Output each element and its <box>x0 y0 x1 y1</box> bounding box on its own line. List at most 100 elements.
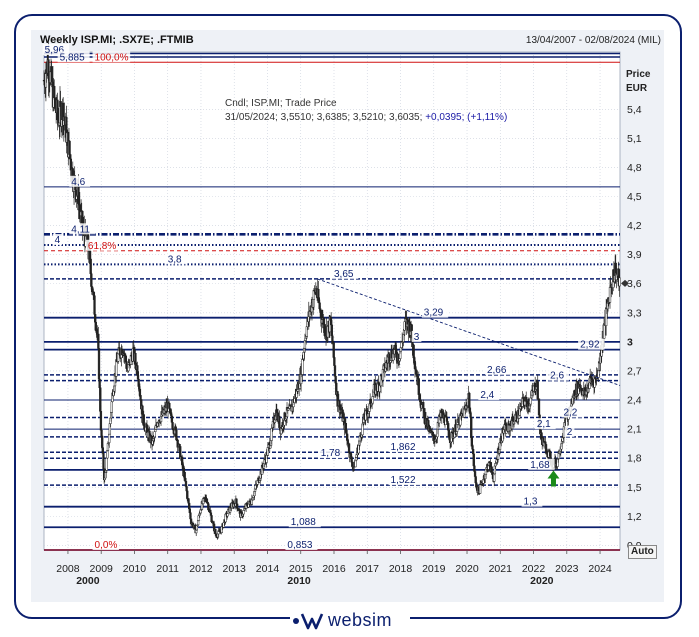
level-label-bg <box>69 223 96 235</box>
level-label-bg <box>165 253 187 265</box>
candle-body <box>89 258 92 274</box>
x-tick-label: 2010 <box>123 563 147 575</box>
y-tick-label: 5,1 <box>627 133 642 145</box>
date-range: 13/04/2007 - 02/08/2024 (MIL) <box>525 35 661 46</box>
y-tick-label: 3,3 <box>627 307 642 319</box>
axes: 0,91,21,51,82,12,42,733,33,63,94,24,54,8… <box>56 104 641 587</box>
websim-logo[interactable]: websim <box>290 609 410 633</box>
candle-body <box>226 513 229 517</box>
candle-body <box>278 415 281 428</box>
y-axis-unit: Price EUR <box>626 68 650 96</box>
level-label: 1,3 <box>524 497 538 508</box>
y-tick-label: 2,7 <box>627 365 642 377</box>
level-label: 2,1 <box>537 419 551 430</box>
level-label-bg <box>288 516 321 528</box>
level-label: 3,65 <box>334 269 354 280</box>
level-label: 1,78 <box>321 448 341 459</box>
level-label: 3,8 <box>168 254 182 265</box>
candle-body <box>97 333 100 349</box>
candle-body <box>183 471 186 479</box>
level-label-bg <box>521 495 543 507</box>
support-resistance-lines <box>44 52 620 551</box>
level-label-bg <box>478 389 500 401</box>
level-label-bg <box>331 267 359 279</box>
level-label-bg <box>578 338 605 350</box>
level-label-bg <box>421 306 449 318</box>
level-label: 2,4 <box>480 390 494 401</box>
level-label-bg <box>548 369 569 381</box>
last-price-marker-icon <box>621 279 629 287</box>
x-tick-label: 2024 <box>588 563 612 575</box>
x-tick-label: 2013 <box>223 563 247 575</box>
x-tick-label: 2012 <box>189 563 213 575</box>
level-label: 2,6 <box>550 371 564 382</box>
candle-body <box>110 401 113 413</box>
level-label-bg <box>484 363 512 375</box>
candle-body <box>168 402 171 409</box>
decade-label: 2000 <box>76 575 100 587</box>
candle-body <box>108 433 111 443</box>
candle-body <box>428 426 431 430</box>
x-tick-label: 2021 <box>489 563 513 575</box>
candle-body <box>529 397 532 405</box>
y-tick-label: 3,9 <box>627 249 642 261</box>
decade-label: 2010 <box>287 575 311 587</box>
level-label: 1,088 <box>291 517 316 528</box>
candle-body <box>323 324 326 336</box>
y-unit-price: Price <box>626 69 651 80</box>
candle-body <box>301 358 304 375</box>
y-tick-label: 1,5 <box>627 482 642 494</box>
level-label-bg <box>534 418 556 430</box>
chart-grid <box>43 51 621 551</box>
websim-logo-icon <box>293 613 324 630</box>
level-label-bg <box>388 474 421 486</box>
level-label-bg <box>92 51 131 63</box>
level-labels: 5,965,885 100,0% 4,6 4,11 4 61,8% 3,8 3,65 3,29 3… <box>42 44 605 551</box>
candle-body <box>153 431 156 438</box>
y-tick-label: 1,2 <box>627 511 642 523</box>
y-tick-label: 5,4 <box>627 104 642 116</box>
y-tick-label: 4,8 <box>627 162 642 174</box>
auto-scale-button[interactable]: Auto <box>628 545 657 559</box>
x-tick-label: 2014 <box>256 563 280 575</box>
x-tick-label: 2016 <box>322 563 346 575</box>
x-tick-label: 2018 <box>389 563 413 575</box>
level-label: 5,885 <box>60 52 85 63</box>
candle-body <box>97 348 101 380</box>
buy-signal-arrow-icon <box>547 470 560 487</box>
plot-area <box>43 51 621 551</box>
level-label-bg <box>69 175 91 187</box>
candle-body <box>422 402 425 409</box>
y-tick-label: 3,6 <box>627 278 642 290</box>
candle-body <box>371 396 374 404</box>
level-label: 4,6 <box>71 177 85 188</box>
decade-label: 2020 <box>530 575 554 587</box>
info-change: +0,0395; (+1,11%) <box>425 112 508 123</box>
candle-body <box>332 342 335 358</box>
candle-body <box>470 417 473 438</box>
level-label: 5,96 <box>45 45 65 56</box>
info-series: Cndl; ISP.MI; Trade Price <box>225 98 337 109</box>
candle-body <box>479 483 482 494</box>
candle-body <box>618 277 621 287</box>
level-label: 4,11 <box>71 224 90 235</box>
candle-body <box>603 324 606 339</box>
level-label: 2,66 <box>487 365 507 376</box>
level-label: 0,853 <box>287 540 312 551</box>
level-label: 0,0% <box>95 540 118 551</box>
candle-body <box>608 287 612 303</box>
x-tick-label: 2008 <box>56 563 80 575</box>
level-label: 1,68 <box>530 460 550 471</box>
candle-body <box>100 429 103 437</box>
level-label: 2 <box>567 427 573 438</box>
level-label-bg <box>388 441 421 453</box>
websim-logo-text: websim <box>328 610 393 630</box>
x-tick-label: 2023 <box>555 563 579 575</box>
info-ohlc-values: 31/05/2024; 3,5510; 3,6385; 3,5210; 3,60… <box>225 112 423 123</box>
candle-body <box>105 457 108 471</box>
x-tick-label: 2020 <box>455 563 479 575</box>
y-tick-label: 4,2 <box>627 220 642 232</box>
level-label-bg <box>85 239 118 251</box>
y-tick-label: 4,5 <box>627 191 642 203</box>
